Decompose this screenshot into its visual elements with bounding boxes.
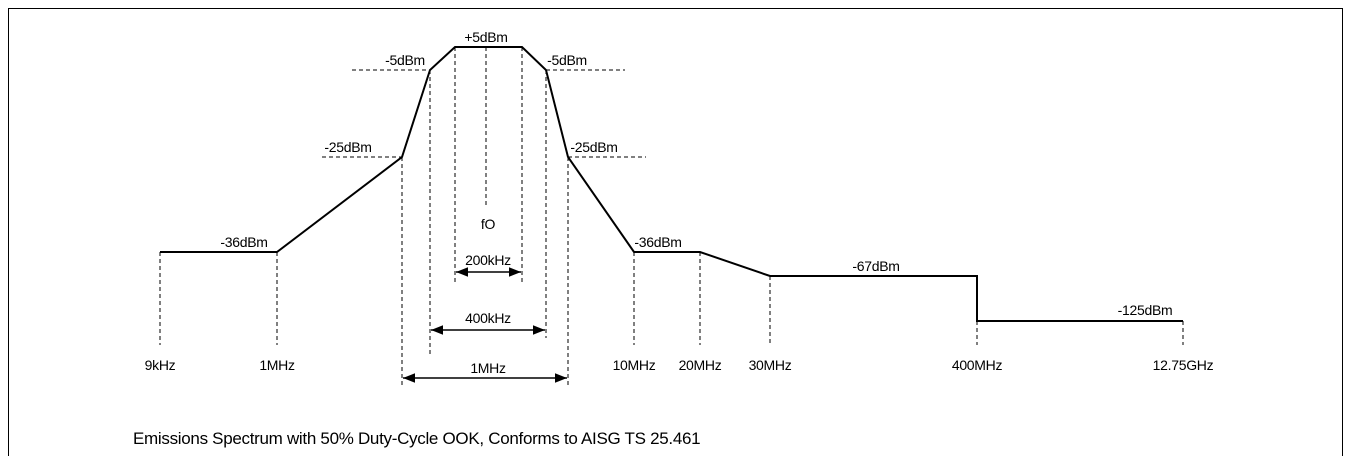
frequency-label: 12.75GHz (1153, 357, 1214, 373)
frequency-label: 400MHz (952, 357, 1003, 373)
span-label: 1MHz (470, 360, 506, 376)
span-label: 400kHz (465, 310, 511, 326)
mask-line (160, 46, 1183, 322)
frequency-label: 9kHz (145, 357, 176, 373)
span-label: 200kHz (465, 252, 511, 268)
caption: Emissions Spectrum with 50% Duty-Cycle O… (133, 429, 700, 448)
level-label: -36dBm (634, 234, 681, 250)
frequency-label: 20MHz (679, 357, 722, 373)
center-label: fO (481, 216, 496, 232)
level-label: +5dBm (464, 29, 507, 45)
level-label: -36dBm (220, 234, 267, 250)
frequency-label: 30MHz (749, 357, 792, 373)
level-label: -25dBm (570, 139, 617, 155)
level-label: -5dBm (547, 52, 587, 68)
level-label: -125dBm (1118, 302, 1173, 318)
guides (159, 47, 1184, 385)
level-label: -67dBm (852, 258, 899, 274)
frequency-label: 1MHz (259, 357, 295, 373)
level-label: -5dBm (385, 52, 425, 68)
level-label: -25dBm (324, 139, 371, 155)
frequency-label: 10MHz (613, 357, 656, 373)
frame (8, 8, 1343, 456)
